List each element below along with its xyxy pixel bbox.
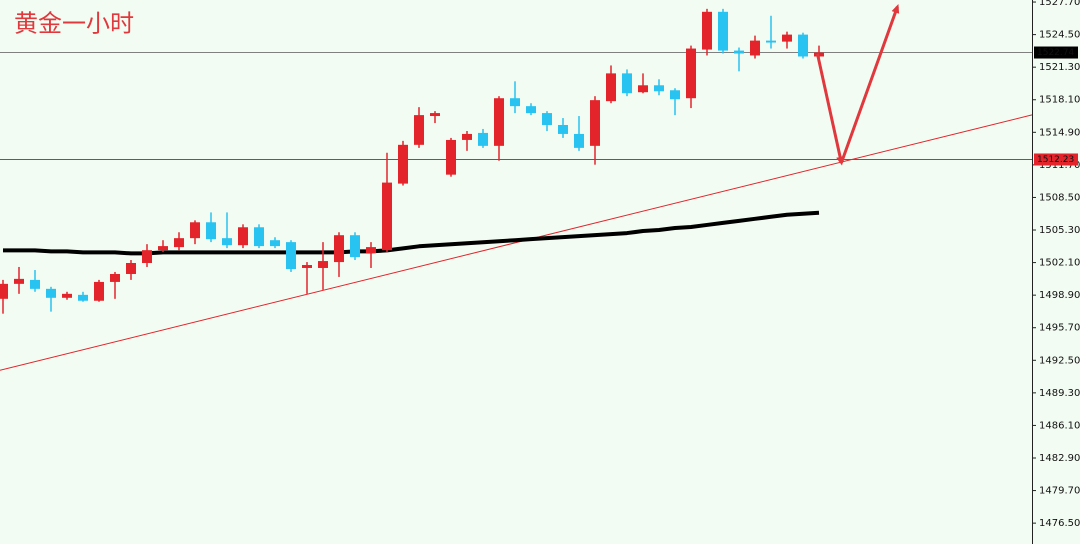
candle-body (670, 90, 680, 100)
y-tick-label: 1502.10 (1039, 258, 1080, 269)
candle-body (558, 124, 568, 134)
y-tick-label: 1527.70 (1039, 0, 1080, 8)
candle-body (686, 48, 696, 99)
candle-body (798, 34, 808, 57)
price-label-box (1034, 46, 1078, 59)
candle-body (222, 238, 232, 246)
candle-body (398, 144, 408, 184)
candle-body (14, 278, 24, 284)
price-label-box (1034, 153, 1078, 166)
y-tick-label: 1495.70 (1039, 323, 1080, 334)
candle-body (462, 133, 472, 140)
candle-body (542, 113, 552, 125)
candle-body (526, 106, 536, 114)
candle-body (750, 40, 760, 56)
candle-body (590, 100, 600, 146)
candle-body (718, 11, 728, 51)
candle-body (606, 73, 616, 102)
candle-body (238, 227, 248, 246)
candle-body (430, 113, 440, 117)
candle-body (206, 222, 216, 240)
y-tick-label: 1524.50 (1039, 30, 1080, 41)
candle-body (46, 288, 56, 298)
trendline (0, 114, 1033, 371)
candle-body (654, 85, 664, 92)
candle-body (574, 133, 584, 148)
projection-arrow (839, 3, 900, 164)
candle-body (766, 40, 776, 43)
y-tick-label: 1508.50 (1039, 192, 1080, 203)
y-tick-label: 1482.90 (1039, 453, 1080, 464)
candle-body (494, 98, 504, 146)
candle-body (318, 261, 328, 268)
candle-body (366, 247, 376, 254)
y-tick-label: 1514.90 (1039, 127, 1080, 138)
candle-body (782, 34, 792, 42)
y-tick-label: 1479.70 (1039, 486, 1080, 497)
candle-body (190, 222, 200, 239)
candle-body (158, 246, 168, 251)
candle-body (30, 279, 40, 289)
candle-body (350, 235, 360, 258)
candle-body (702, 11, 712, 50)
candle-body (174, 238, 184, 248)
candle-body (302, 265, 312, 268)
candle-body (126, 262, 136, 274)
candle-body (414, 115, 424, 145)
y-tick-label: 1498.90 (1039, 290, 1080, 301)
y-tick-label: 1518.10 (1039, 95, 1080, 106)
candle-body (334, 235, 344, 263)
y-tick-label: 1521.30 (1039, 62, 1080, 73)
candle-body (254, 227, 264, 247)
candle-body (622, 73, 632, 94)
candle-body (286, 242, 296, 269)
candle-body (446, 139, 456, 175)
y-tick-label: 1489.30 (1039, 388, 1080, 399)
candle-body (382, 182, 392, 251)
candle-body (510, 98, 520, 107)
candle-body (734, 50, 744, 54)
candle-body (78, 294, 88, 301)
y-tick-label: 1476.50 (1039, 518, 1080, 529)
candle-body (270, 240, 280, 247)
y-tick-label: 1492.50 (1039, 355, 1080, 366)
price-label: 1512.23 (1037, 155, 1074, 165)
projection-arrow (815, 53, 845, 166)
candle-body (0, 283, 8, 299)
candle-body (478, 132, 488, 146)
candle-body (638, 85, 648, 93)
chart-title: 黄金一小时 (14, 10, 134, 38)
candle-body (94, 281, 104, 301)
candle-body (142, 250, 152, 263)
y-tick-label: 1486.10 (1039, 420, 1080, 431)
candle-body (110, 273, 120, 282)
moving-average (3, 210, 820, 256)
y-tick-label: 1505.30 (1039, 225, 1080, 236)
candle-body (62, 293, 72, 298)
price-label: 1522.74 (1037, 48, 1074, 58)
